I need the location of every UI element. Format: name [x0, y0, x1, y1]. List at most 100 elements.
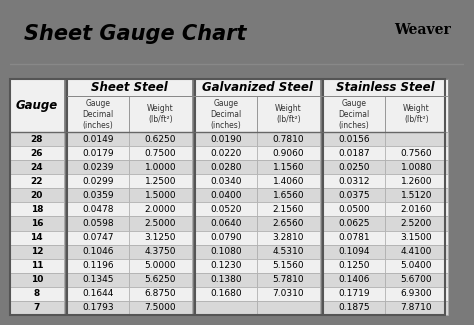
Text: 0.0340: 0.0340 — [210, 177, 242, 186]
Bar — [323, 245, 385, 259]
Bar — [10, 174, 64, 188]
Text: 3.1500: 3.1500 — [401, 233, 432, 242]
Text: 0.0640: 0.0640 — [210, 219, 242, 228]
Text: Gauge
Decimal
(inches): Gauge Decimal (inches) — [82, 98, 113, 130]
Text: Weaver: Weaver — [393, 23, 450, 37]
Text: 0.9060: 0.9060 — [273, 149, 304, 158]
Bar — [10, 146, 64, 160]
Bar — [194, 160, 257, 174]
Bar — [66, 79, 191, 96]
Bar — [323, 174, 385, 188]
Bar — [66, 245, 129, 259]
Bar — [385, 132, 448, 146]
Bar — [194, 259, 257, 273]
Text: 0.1345: 0.1345 — [82, 275, 114, 284]
Bar — [385, 96, 448, 132]
Text: Weight
(lb/ft²): Weight (lb/ft²) — [147, 104, 174, 124]
Bar — [194, 287, 257, 301]
Bar — [129, 273, 191, 287]
Text: 5.0400: 5.0400 — [401, 261, 432, 270]
Text: 22: 22 — [30, 177, 43, 186]
Text: 0.0156: 0.0156 — [338, 135, 370, 144]
Text: 16: 16 — [30, 219, 43, 228]
Text: 1.0080: 1.0080 — [401, 163, 432, 172]
Text: Gauge
Decimal
(inches): Gauge Decimal (inches) — [338, 98, 369, 130]
Text: 0.0250: 0.0250 — [338, 163, 370, 172]
Bar — [129, 301, 191, 315]
Bar — [66, 259, 129, 273]
Bar — [66, 146, 129, 160]
Bar — [323, 287, 385, 301]
Bar — [257, 273, 319, 287]
Bar — [10, 216, 64, 230]
Text: 2.0160: 2.0160 — [401, 205, 432, 214]
Bar — [10, 259, 64, 273]
Bar — [257, 146, 319, 160]
Text: 2.1560: 2.1560 — [273, 205, 304, 214]
Bar — [257, 160, 319, 174]
Bar — [385, 259, 448, 273]
Text: 0.0375: 0.0375 — [338, 191, 370, 200]
Text: 0.0179: 0.0179 — [82, 149, 114, 158]
Text: 6.8750: 6.8750 — [145, 289, 176, 298]
Bar — [257, 96, 319, 132]
Bar — [129, 146, 191, 160]
Bar — [66, 230, 129, 245]
Text: 7: 7 — [34, 304, 40, 312]
Bar — [323, 188, 385, 202]
Text: 7.0310: 7.0310 — [273, 289, 304, 298]
Bar — [194, 79, 319, 96]
Bar — [323, 273, 385, 287]
Bar — [129, 96, 191, 132]
Text: 4.4100: 4.4100 — [401, 247, 432, 256]
Bar — [385, 146, 448, 160]
Bar — [10, 245, 64, 259]
Text: 0.0478: 0.0478 — [82, 205, 114, 214]
Text: 18: 18 — [30, 205, 43, 214]
Text: 0.0312: 0.0312 — [338, 177, 370, 186]
Text: 0.0400: 0.0400 — [210, 191, 242, 200]
Bar — [66, 273, 129, 287]
Text: 1.2500: 1.2500 — [145, 177, 176, 186]
Text: 0.1046: 0.1046 — [82, 247, 114, 256]
Text: 0.0187: 0.0187 — [338, 149, 370, 158]
Bar — [194, 146, 257, 160]
Text: 0.0747: 0.0747 — [82, 233, 114, 242]
Bar — [129, 202, 191, 216]
Text: 0.1380: 0.1380 — [210, 275, 242, 284]
Text: 0.0598: 0.0598 — [82, 219, 114, 228]
Bar — [385, 188, 448, 202]
Text: 1.2600: 1.2600 — [401, 177, 432, 186]
Text: 1.5120: 1.5120 — [401, 191, 432, 200]
Bar — [10, 202, 64, 216]
Bar — [257, 132, 319, 146]
Bar — [323, 202, 385, 216]
Bar — [66, 202, 129, 216]
Text: 6.9300: 6.9300 — [401, 289, 432, 298]
Bar — [257, 230, 319, 245]
Text: 3.1250: 3.1250 — [145, 233, 176, 242]
Bar — [194, 216, 257, 230]
Text: 0.1196: 0.1196 — [82, 261, 114, 270]
Bar — [323, 96, 385, 132]
Bar — [66, 174, 129, 188]
Text: Stainless Steel: Stainless Steel — [336, 81, 435, 94]
Bar — [10, 79, 64, 132]
Bar — [385, 245, 448, 259]
Bar — [385, 301, 448, 315]
Text: 0.0149: 0.0149 — [82, 135, 114, 144]
Bar — [129, 216, 191, 230]
Bar — [323, 301, 385, 315]
Text: 1.6560: 1.6560 — [273, 191, 304, 200]
Text: 12: 12 — [30, 247, 43, 256]
Text: 0.0190: 0.0190 — [210, 135, 242, 144]
Text: 0.0299: 0.0299 — [82, 177, 114, 186]
Text: 7.5000: 7.5000 — [145, 304, 176, 312]
Bar — [385, 230, 448, 245]
Text: 2.6560: 2.6560 — [273, 219, 304, 228]
Text: 5.0000: 5.0000 — [145, 261, 176, 270]
Bar — [257, 188, 319, 202]
Text: 28: 28 — [30, 135, 43, 144]
Bar — [323, 216, 385, 230]
Text: 1.4060: 1.4060 — [273, 177, 304, 186]
